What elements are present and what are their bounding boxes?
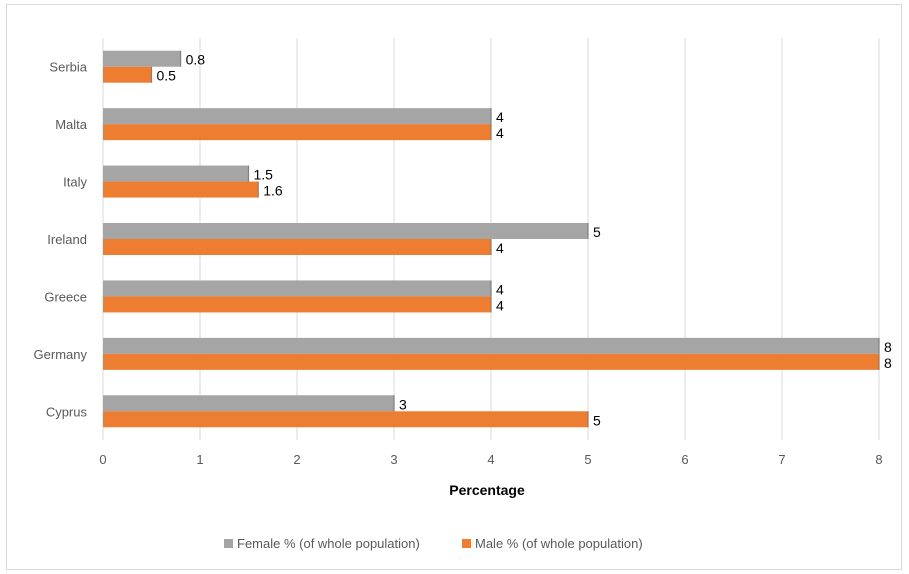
x-tick-label-2: 2 (293, 452, 300, 467)
bar-female-serbia (103, 50, 181, 67)
x-axis-title: Percentage (449, 482, 525, 498)
category-label-greece: Greece (44, 289, 87, 304)
data-label-female-ireland: 5 (593, 224, 601, 240)
bar-male-greece (103, 296, 491, 313)
bar-female-cyprus (103, 395, 394, 412)
legend-swatch-male (462, 539, 471, 548)
data-label-male-ireland: 4 (496, 240, 504, 256)
category-label-ireland: Ireland (47, 232, 87, 247)
x-tick-label-6: 6 (681, 452, 688, 467)
category-label-malta: Malta (55, 117, 88, 132)
x-tick-labels: 0 1 2 3 4 5 6 7 8 (99, 452, 882, 467)
data-label-male-italy: 1.6 (263, 183, 283, 199)
data-label-female-malta: 4 (496, 109, 504, 125)
bar-male-cyprus (103, 411, 588, 428)
x-tick-label-7: 7 (778, 452, 785, 467)
data-label-male-cyprus: 5 (593, 412, 601, 428)
legend-label-female: Female % (of whole population) (237, 536, 420, 551)
legend: Female % (of whole population) Male % (o… (224, 536, 643, 551)
data-label-female-greece: 4 (496, 281, 504, 297)
bar-male-malta (103, 124, 491, 141)
x-tick-label-1: 1 (196, 452, 203, 467)
bars (103, 50, 880, 428)
bar-male-ireland (103, 239, 491, 255)
bar-female-ireland (103, 223, 588, 239)
category-label-italy: Italy (63, 175, 87, 190)
x-tick-label-3: 3 (390, 452, 397, 467)
bar-male-serbia (103, 66, 152, 83)
data-label-male-germany: 8 (884, 355, 892, 371)
category-label-germany: Germany (34, 347, 88, 362)
bar-female-germany (103, 337, 879, 354)
category-labels: Serbia Malta Italy Ireland Greece Germany Cypr… (34, 60, 88, 420)
legend-label-male: Male % (of whole population) (475, 536, 643, 551)
data-label-female-cyprus: 3 (399, 396, 407, 412)
category-label-serbia: Serbia (49, 60, 87, 75)
bar-male-italy (103, 181, 259, 198)
data-label-female-italy: 1.5 (254, 167, 274, 183)
data-label-male-greece: 4 (496, 297, 504, 313)
x-tick-label-4: 4 (487, 452, 494, 467)
legend-swatch-female (224, 539, 233, 548)
bar-female-malta (103, 108, 491, 125)
x-tick-label-5: 5 (584, 452, 591, 467)
x-tick-label-8: 8 (875, 452, 882, 467)
data-label-female-germany: 8 (884, 339, 892, 355)
bar-male-germany (103, 353, 879, 370)
data-label-male-serbia: 0.5 (157, 68, 177, 84)
bar-female-italy (103, 165, 249, 182)
x-tick-label-0: 0 (99, 452, 106, 467)
category-label-cyprus: Cyprus (46, 404, 88, 419)
data-label-female-serbia: 0.8 (186, 52, 206, 68)
bar-female-greece (103, 280, 491, 297)
data-label-male-malta: 4 (496, 125, 504, 141)
